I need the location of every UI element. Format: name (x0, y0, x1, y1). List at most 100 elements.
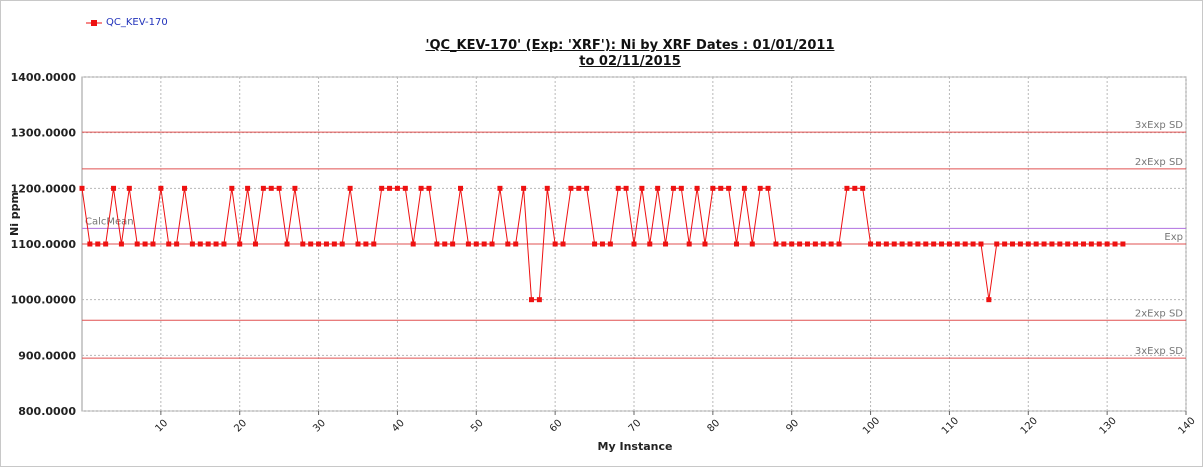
x-tick-label: 90 (784, 418, 801, 435)
data-point (465, 241, 471, 247)
data-point (757, 185, 763, 191)
data-point (576, 185, 582, 191)
data-point (126, 185, 132, 191)
data-point (458, 185, 464, 191)
data-point (734, 241, 740, 247)
data-point (442, 241, 448, 247)
data-point (111, 185, 117, 191)
data-point (812, 241, 818, 247)
data-point (678, 185, 684, 191)
data-point (536, 297, 542, 303)
data-point (907, 241, 913, 247)
data-point (528, 297, 534, 303)
x-tick-label: 140 (1176, 415, 1197, 436)
data-point (891, 241, 897, 247)
data-point (939, 241, 945, 247)
data-point (1025, 241, 1031, 247)
legend-series-marker-icon (86, 19, 102, 26)
data-point (316, 241, 322, 247)
data-point (205, 241, 211, 247)
data-point (166, 241, 172, 247)
data-point (237, 241, 243, 247)
x-tick-label: 70 (627, 418, 644, 435)
data-point (292, 185, 298, 191)
data-point (631, 241, 637, 247)
data-point (1065, 241, 1071, 247)
data-point (883, 241, 889, 247)
data-point (355, 241, 361, 247)
data-point (852, 185, 858, 191)
data-point (1057, 241, 1063, 247)
data-point (1073, 241, 1079, 247)
data-point (1049, 241, 1055, 247)
data-point (473, 241, 479, 247)
data-point (87, 241, 93, 247)
y-tick-label: 1000.0000 (11, 294, 77, 307)
x-tick-label: 50 (469, 418, 486, 435)
data-point (331, 241, 337, 247)
data-point (986, 297, 992, 303)
data-point (797, 241, 803, 247)
data-point (189, 241, 195, 247)
data-point (670, 185, 676, 191)
data-point (118, 241, 124, 247)
data-point (1041, 241, 1047, 247)
data-point (773, 241, 779, 247)
reference-line-label: Exp (1164, 232, 1183, 243)
legend[interactable]: QC_KEV-170 (86, 17, 168, 28)
data-point (394, 185, 400, 191)
y-tick-label: 1300.0000 (11, 127, 77, 140)
data-point (505, 241, 511, 247)
x-tick-label: 60 (548, 418, 565, 435)
data-point (1002, 241, 1008, 247)
data-point (962, 241, 968, 247)
data-point (860, 185, 866, 191)
data-point (718, 185, 724, 191)
x-tick-label: 80 (706, 418, 723, 435)
reference-line-label: CalcMean (85, 216, 134, 227)
data-point (899, 241, 905, 247)
data-point (158, 185, 164, 191)
data-point (599, 241, 605, 247)
x-tick-label: 130 (1098, 415, 1119, 436)
data-point (1033, 241, 1039, 247)
data-point (134, 241, 140, 247)
data-point (828, 241, 834, 247)
data-point (276, 185, 282, 191)
data-point (402, 185, 408, 191)
data-point (584, 185, 590, 191)
data-point (647, 241, 653, 247)
data-point (592, 241, 598, 247)
x-tick-label: 10 (154, 418, 171, 435)
data-point (252, 241, 258, 247)
reference-line-label: 2xExp SD (1135, 157, 1183, 168)
reference-line-label: 2xExp SD (1135, 308, 1183, 319)
x-tick-label: 30 (311, 418, 328, 435)
data-point (182, 185, 188, 191)
data-point (544, 185, 550, 191)
data-point (260, 185, 266, 191)
data-point (79, 185, 85, 191)
x-tick-label: 40 (390, 418, 407, 435)
data-point (347, 185, 353, 191)
y-tick-label: 800.0000 (18, 405, 76, 418)
data-point (623, 185, 629, 191)
data-point (150, 241, 156, 247)
data-point (994, 241, 1000, 247)
data-point (1112, 241, 1118, 247)
data-point (607, 241, 613, 247)
data-point (749, 241, 755, 247)
data-point (844, 185, 850, 191)
data-point (615, 185, 621, 191)
data-point (229, 185, 235, 191)
data-point (741, 185, 747, 191)
chart-title-line2: to 02/11/2015 (579, 54, 681, 69)
data-point (789, 241, 795, 247)
data-point (765, 185, 771, 191)
data-point (1017, 241, 1023, 247)
data-point (418, 185, 424, 191)
data-point (521, 185, 527, 191)
data-point (875, 241, 881, 247)
data-point (450, 241, 456, 247)
